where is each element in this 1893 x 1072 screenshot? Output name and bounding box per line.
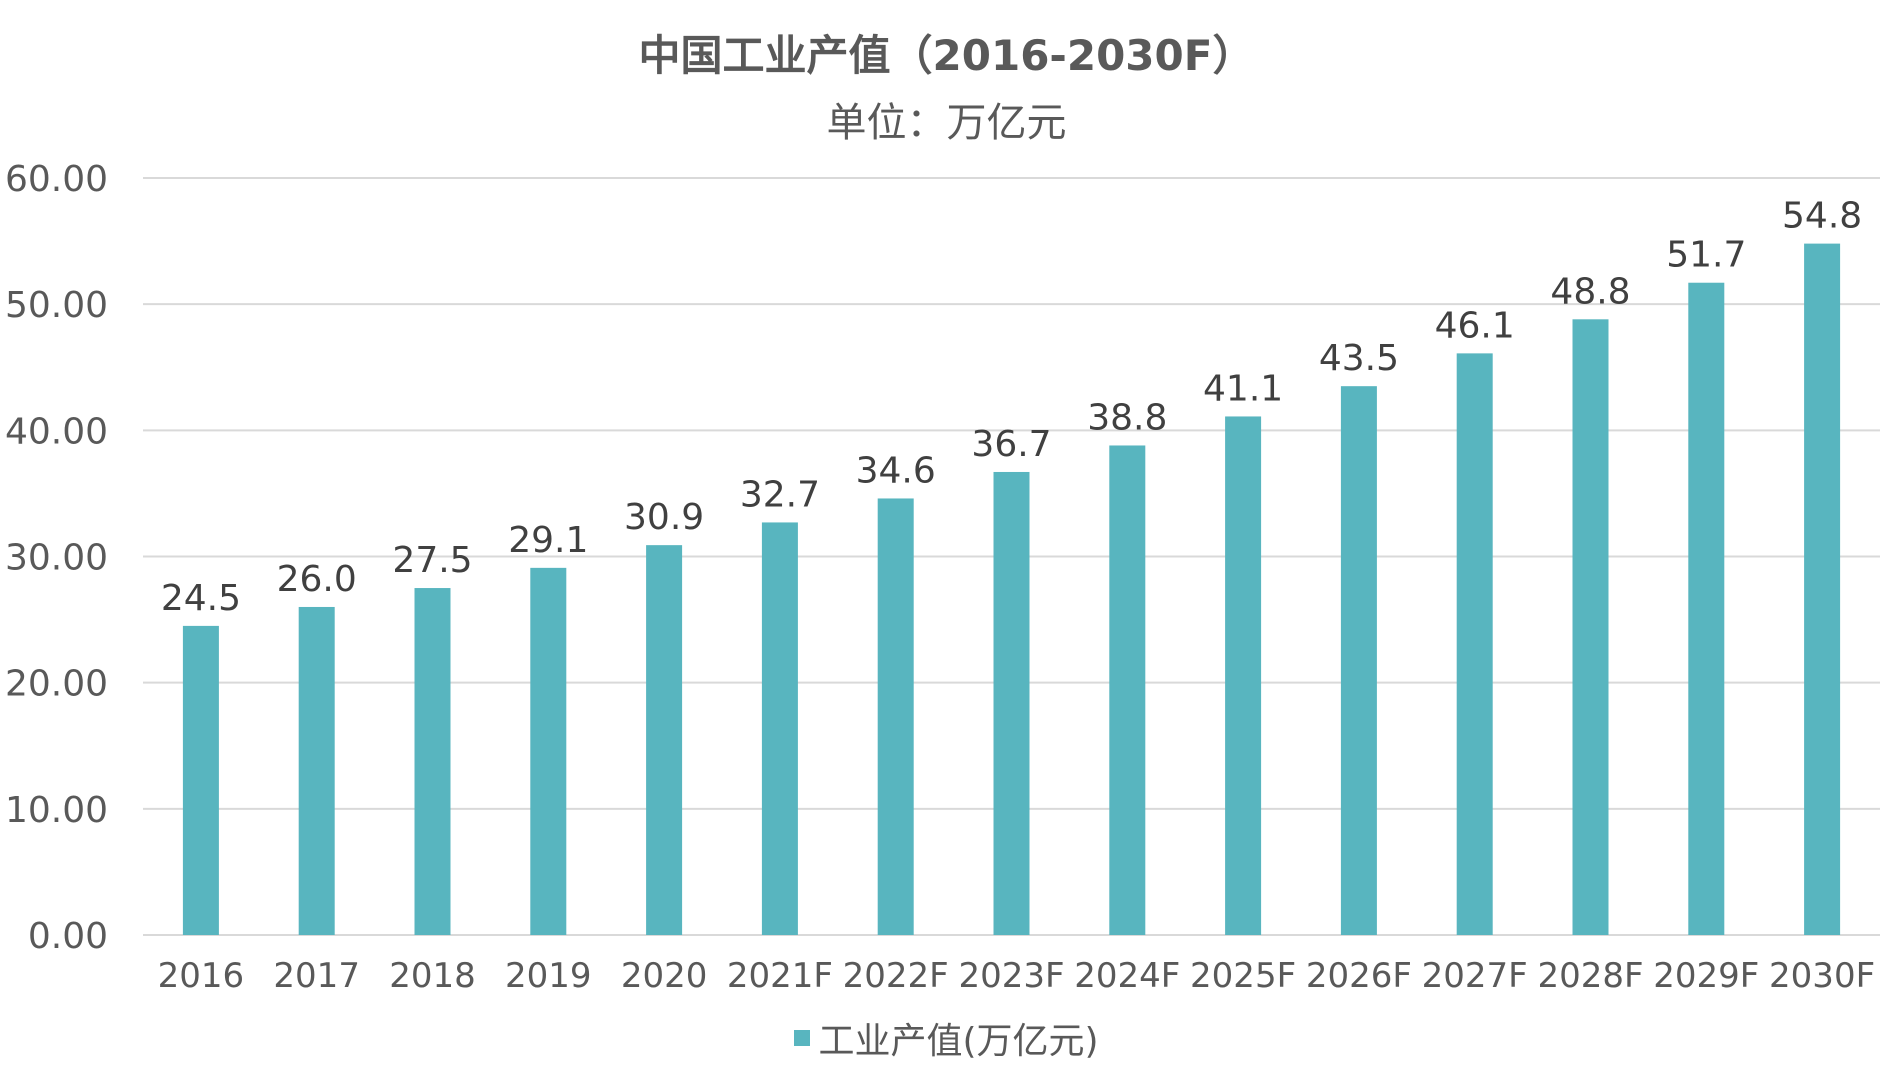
x-tick-label: 2029F [1653, 956, 1759, 996]
data-label: 48.8 [1550, 271, 1630, 312]
chart-title: 中国工业产值（2016-2030F） [638, 31, 1255, 80]
y-tick-label: 50.00 [5, 285, 108, 326]
y-tick-label: 40.00 [5, 411, 108, 452]
bar [1225, 416, 1262, 936]
bar [1688, 282, 1725, 935]
data-label: 46.1 [1435, 305, 1515, 346]
bar [877, 498, 914, 935]
y-tick-label: 30.00 [5, 538, 108, 579]
x-tick-label: 2024F [1074, 956, 1180, 996]
data-label: 29.1 [508, 520, 588, 561]
data-label: 24.5 [161, 578, 241, 619]
y-tick-label: 20.00 [5, 664, 108, 705]
data-label: 27.5 [392, 540, 472, 581]
data-label: 36.7 [971, 424, 1051, 465]
x-tick-label: 2019 [505, 956, 592, 996]
y-tick-label: 60.00 [5, 159, 108, 200]
bar [646, 545, 683, 935]
legend: 工业产值(万亿元) [0, 1012, 1893, 1064]
x-tick-label: 2028F [1537, 956, 1643, 996]
bar [1804, 243, 1841, 935]
data-label: 34.6 [856, 450, 936, 491]
data-label: 51.7 [1666, 235, 1746, 276]
bar [761, 522, 798, 935]
x-tick-label: 2020 [621, 956, 708, 996]
legend-label: 工业产值(万亿元) [818, 1021, 1099, 1062]
x-tick-label: 2027F [1422, 956, 1528, 996]
y-tick-label: 10.00 [5, 790, 108, 831]
data-label: 26.0 [277, 559, 357, 600]
bar [1572, 319, 1609, 936]
bar [993, 471, 1030, 935]
x-tick-label: 2016 [158, 956, 245, 996]
x-tick-label: 2021F [727, 956, 833, 996]
chart-subtitle: 单位：万亿元 [826, 100, 1067, 146]
x-tick-label: 2017 [273, 956, 360, 996]
x-tick-label: 2026F [1306, 956, 1412, 996]
bar [1340, 386, 1377, 935]
x-tick-label: 2025F [1190, 956, 1296, 996]
data-label: 32.7 [740, 474, 820, 515]
data-label: 38.8 [1087, 397, 1167, 438]
bar [182, 625, 219, 935]
x-tick-label: 2023F [958, 956, 1064, 996]
x-tick-label: 2022F [843, 956, 949, 996]
bar [1456, 353, 1493, 935]
data-label: 41.1 [1203, 368, 1283, 409]
x-tick-label: 2018 [389, 956, 476, 996]
legend-swatch [794, 1030, 811, 1046]
bar [1109, 445, 1146, 935]
y-tick-label: 0.00 [28, 916, 108, 957]
data-label: 30.9 [624, 497, 704, 538]
bar [414, 588, 451, 935]
x-tick-label: 2030F [1769, 956, 1875, 996]
data-label: 43.5 [1319, 338, 1399, 379]
bar [298, 606, 335, 935]
data-label: 54.8 [1782, 196, 1862, 237]
bar [530, 567, 567, 935]
